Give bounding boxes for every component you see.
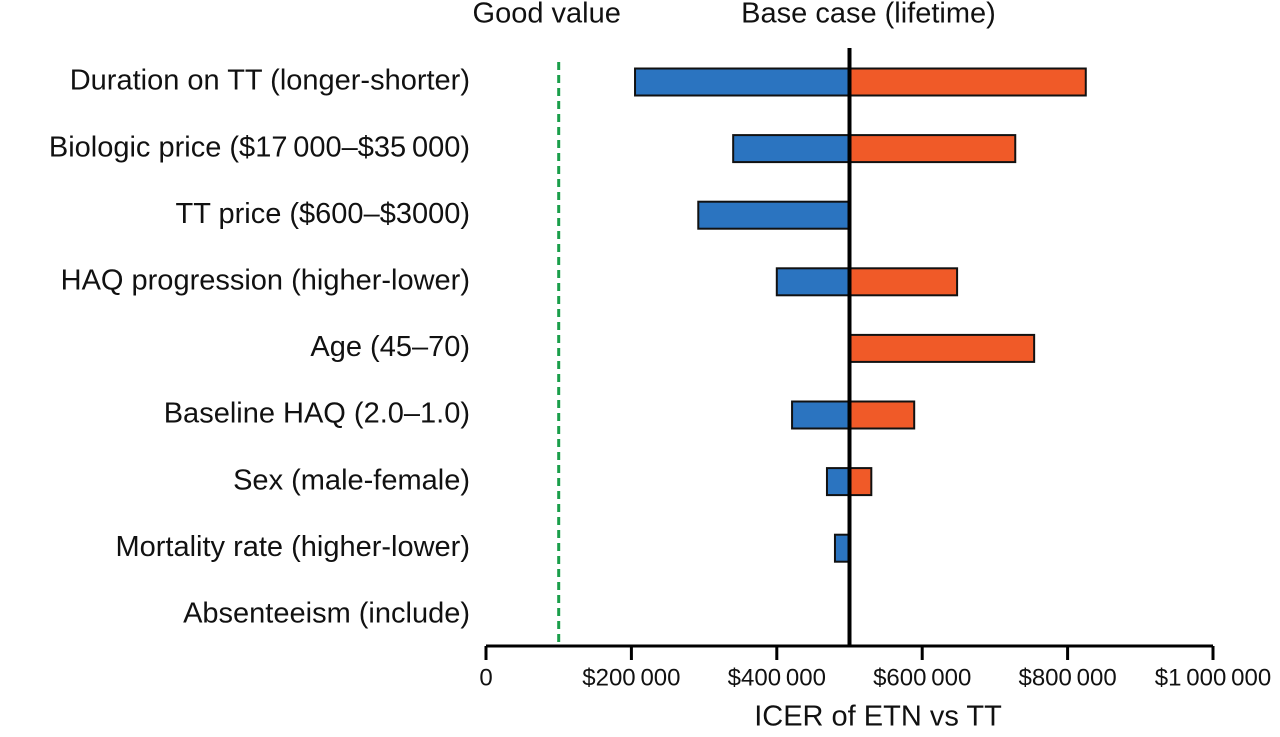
bar [848, 467, 873, 497]
category-label: Mortality rate (higher-lower) [115, 531, 470, 563]
x-tick-label: $1 000 000 [1155, 664, 1271, 691]
category-label: Duration on TT (longer-shorter) [70, 65, 470, 97]
bar [775, 267, 851, 297]
bar [825, 467, 851, 497]
x-tick-label: $400 000 [728, 664, 826, 691]
x-tick-label: $600 000 [873, 664, 971, 691]
x-tick-label: 0 [479, 664, 492, 691]
bar [697, 200, 851, 230]
x-tick-label: $800 000 [1018, 664, 1116, 691]
bar [732, 134, 851, 164]
bar [848, 134, 1017, 164]
category-label: TT price ($600–$3000) [176, 198, 470, 230]
x-axis-label: ICER of ETN vs TT [754, 701, 1002, 732]
category-label: Baseline HAQ (2.0–1.0) [164, 398, 470, 430]
bar [848, 67, 1087, 97]
bar [848, 333, 1036, 363]
category-label: Absenteeism (include) [183, 597, 470, 629]
category-label: Sex (male-female) [233, 464, 470, 496]
category-label: Age (45–70) [310, 331, 470, 363]
threshold-label: Good value [473, 0, 621, 30]
category-label: HAQ progression (higher-lower) [61, 264, 470, 296]
x-tick-label: $200 000 [582, 664, 680, 691]
bar [634, 67, 851, 97]
bar [791, 400, 851, 430]
bar [833, 533, 851, 563]
base-label: Base case (lifetime) [741, 0, 996, 30]
bar [848, 267, 959, 297]
category-label: Biologic price ($17 000–$35 000) [49, 131, 470, 163]
bar [848, 400, 916, 430]
